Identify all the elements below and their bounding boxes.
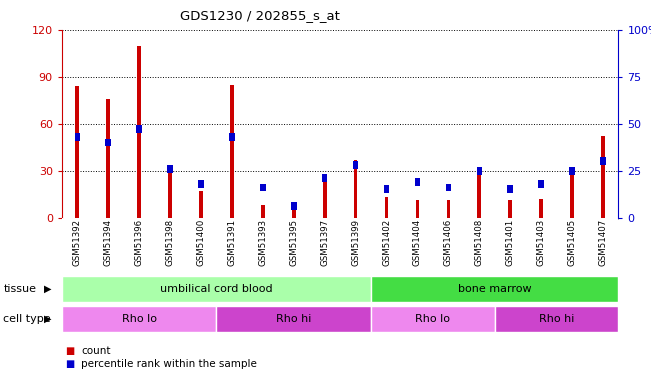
Bar	[291, 202, 297, 210]
Bar	[106, 99, 110, 218]
Bar	[385, 197, 389, 217]
Bar	[371, 276, 618, 302]
Bar	[507, 186, 513, 193]
Text: cell type: cell type	[3, 314, 51, 324]
Bar	[292, 210, 296, 218]
Text: ▶: ▶	[44, 314, 52, 324]
Bar	[477, 167, 482, 174]
Bar	[168, 166, 172, 218]
Bar	[508, 200, 512, 217]
Bar	[569, 167, 575, 174]
Bar	[447, 200, 450, 217]
Bar	[198, 180, 204, 188]
Bar	[199, 191, 203, 217]
Bar	[415, 200, 419, 217]
Bar	[477, 168, 481, 217]
Bar	[136, 126, 142, 133]
Bar	[62, 306, 216, 332]
Text: ■: ■	[65, 346, 74, 355]
Text: ■: ■	[65, 359, 74, 369]
Bar	[539, 199, 543, 217]
Text: Rho hi: Rho hi	[276, 314, 311, 324]
Text: Rho lo: Rho lo	[415, 314, 450, 324]
Text: umbilical cord blood: umbilical cord blood	[160, 284, 273, 294]
Text: percentile rank within the sample: percentile rank within the sample	[81, 359, 257, 369]
Text: bone marrow: bone marrow	[458, 284, 532, 294]
Bar	[600, 158, 606, 165]
Text: GDS1230 / 202855_s_at: GDS1230 / 202855_s_at	[180, 9, 340, 22]
Bar	[445, 184, 451, 191]
Bar	[137, 46, 141, 218]
Bar	[383, 186, 389, 193]
Text: Rho lo: Rho lo	[122, 314, 157, 324]
Bar	[229, 133, 235, 141]
Bar	[371, 306, 495, 332]
Text: Rho hi: Rho hi	[539, 314, 574, 324]
Bar	[415, 178, 421, 186]
Bar	[230, 85, 234, 218]
Bar	[261, 205, 265, 218]
Bar	[216, 306, 371, 332]
Bar	[76, 86, 79, 218]
Bar	[570, 176, 574, 217]
Bar	[495, 306, 618, 332]
Bar	[323, 178, 327, 218]
Bar	[353, 160, 357, 218]
Text: tissue: tissue	[3, 284, 36, 294]
Bar	[105, 139, 111, 146]
Bar	[62, 276, 371, 302]
Bar	[601, 136, 605, 218]
Text: count: count	[81, 346, 111, 355]
Bar	[260, 184, 266, 191]
Bar	[353, 161, 359, 169]
Bar	[538, 180, 544, 188]
Bar	[322, 174, 327, 182]
Bar	[74, 133, 80, 141]
Bar	[167, 165, 173, 172]
Text: ▶: ▶	[44, 284, 52, 294]
